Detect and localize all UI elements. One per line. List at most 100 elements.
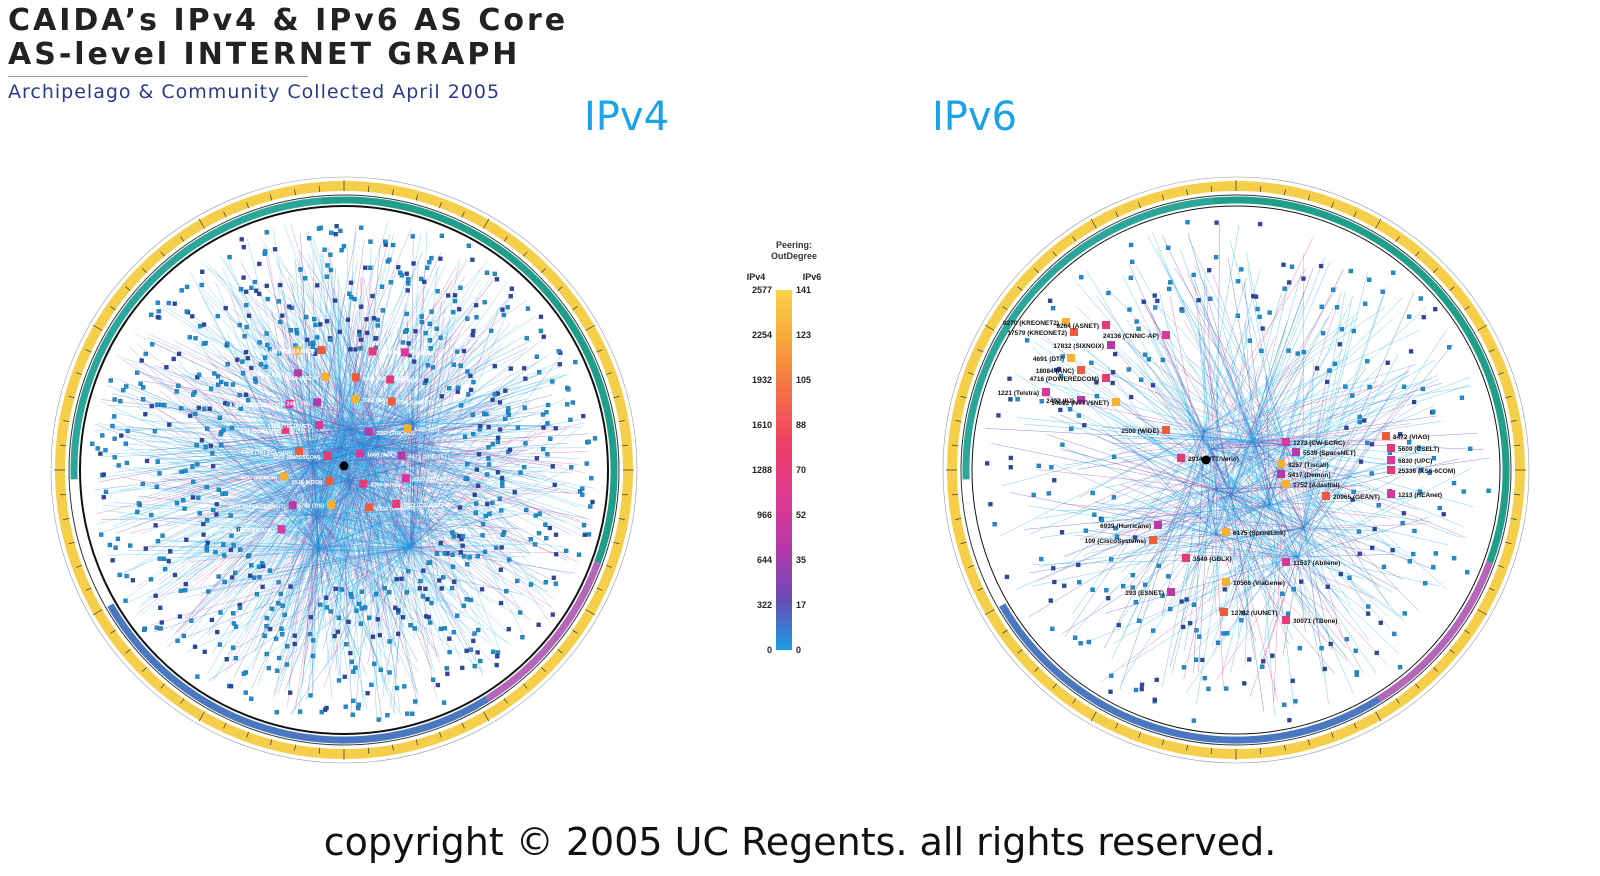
legend-ipv6-tick: 123 (796, 330, 811, 340)
core-as-node: 5400 (BT) (403, 424, 439, 434)
core-as-node: 3549 (GBLX) (286, 372, 330, 382)
legend-ipv6-tick: 141 (796, 285, 811, 295)
svg-text:7018 (ATT): 7018 (ATT) (412, 351, 440, 357)
legend-ipv4-tick: 2577 (752, 285, 772, 295)
svg-text:8472 (VIAG): 8472 (VIAG) (1393, 434, 1430, 441)
svg-text:3549 (GBLX): 3549 (GBLX) (1193, 556, 1232, 563)
core-as-node: 2152 (CSUNET) (392, 499, 443, 509)
core-as-node: 174 (COGENT) (241, 425, 290, 435)
svg-text:109 (CiscoSystems): 109 (CiscoSystems) (1085, 538, 1146, 545)
outdegree-legend: Peering: OutDegree IPv4 IPv6 2577 141 2254… (747, 240, 822, 655)
svg-text:4134 (CHINANET): 4134 (CHINANET) (376, 506, 422, 512)
core-as-node: 20965 (GEANT) (1322, 492, 1380, 501)
legend-ipv4-header: IPv4 (747, 272, 766, 282)
svg-text:4691 (DTI): 4691 (DTI) (1033, 356, 1064, 363)
svg-text:3257 (TISCALI): 3257 (TISCALI) (376, 431, 415, 437)
svg-text:2516 (KDDI): 2516 (KDDI) (292, 480, 323, 486)
svg-text:9270 (KREONET2): 9270 (KREONET2) (1003, 320, 1059, 327)
legend-ipv6-tick: 88 (796, 420, 806, 430)
core-as-nodes: 9270 (KREONET2) 17579 (KREONET2)9264 (ASN… (998, 318, 1455, 625)
ipv6-graph-label: IPv6 (932, 94, 1018, 140)
peripheral-as-nodes (90, 224, 598, 722)
legend-ipv6-tick: 0 (796, 645, 801, 655)
core-as-nodes: 2914 (VERIO)701 (UUNET) 1239 (SPRINTLINK)… (224, 346, 450, 534)
core-as-node: 10566 (ViaGenie) (1222, 578, 1285, 587)
svg-text:1273 (CW-ECRC): 1273 (CW-ECRC) (1293, 440, 1345, 447)
svg-text:701 (UUNET): 701 (UUNET) (281, 349, 314, 355)
core-as-node: 4691 (DTI) (1033, 354, 1075, 363)
subtitle: Archipelago & Community Collected April … (8, 81, 501, 103)
core-as-node: 4637 (REACH) (240, 472, 289, 481)
svg-text:3257 (Tiscali): 3257 (Tiscali) (1288, 462, 1329, 469)
legend-ipv6-tick: 70 (796, 465, 806, 475)
core-as-node: 8472 (VIAG) (1382, 432, 1430, 441)
svg-text:2914 (NTT/Verio): 2914 (NTT/Verio) (1188, 456, 1239, 463)
legend-ipv4-tick: 322 (757, 600, 772, 610)
core-as-node: 2516 (KDDI) (292, 476, 334, 486)
core-as-node: 4766 (KIXS) (359, 479, 401, 489)
svg-text:4637 (REACH): 4637 (REACH) (240, 475, 277, 481)
svg-text:11537 (Abilene): 11537 (Abilene) (1293, 560, 1340, 567)
svg-text:4766 (KIXS): 4766 (KIXS) (370, 483, 400, 489)
core-as-node: 4134 (CHINANET) (364, 503, 422, 512)
legend-ipv6-tick: 17 (796, 600, 806, 610)
svg-text:18084 (ANC): 18084 (ANC) (1036, 368, 1074, 375)
core-as-node: 2828 (XO) (386, 375, 423, 385)
core-as-node: 5511 (OPENTRANSIT) (229, 501, 297, 510)
svg-text:6453 (TELEGLOBE): 6453 (TELEGLOBE) (241, 450, 292, 456)
svg-text:1752 (Adastral): 1752 (Adastral) (1293, 482, 1340, 489)
core-as-node: 9264 (ASNET) (1056, 321, 1110, 330)
svg-text:1221 (Telstra): 1221 (Telstra) (998, 390, 1039, 397)
title-block: CAIDA’s IPv4 & IPv6 AS Core AS-level INT… (8, 4, 568, 103)
svg-text:293 (ESNET): 293 (ESNET) (1125, 590, 1164, 597)
legend-title-1: Peering: (776, 240, 812, 250)
core-as-node: 6830 (UPC) (1387, 456, 1432, 465)
svg-text:14692 (NTTV6NET): 14692 (NTTV6NET) (1051, 400, 1109, 407)
core-as-node: 4323 (TWTELECOM) (230, 399, 294, 409)
legend-ipv4-tick: 0 (767, 645, 772, 655)
svg-text:3303 (SWISSCOM): 3303 (SWISSCOM) (272, 455, 320, 461)
core-as-node: 7473 (SINGTEL) (397, 451, 450, 461)
core-as-node: 1668 (AOL) (355, 449, 396, 458)
core-as-node: 12702 (UUNET) (1220, 608, 1278, 617)
legend-ipv6-header: IPv6 (803, 272, 822, 282)
core-as-node: 701 (UUNET) (281, 346, 326, 355)
peering-edges (985, 223, 1490, 717)
core-as-node: 18084 (ANC) (1036, 366, 1085, 375)
core-as-node: 3561 (SAVVIS) (350, 395, 399, 404)
peering-edges (93, 220, 595, 720)
legend-ipv4-tick: 1610 (752, 420, 772, 430)
core-as-node: 1752 (Adastral) (1282, 480, 1340, 489)
core-as-node: 17579 (KREONET2) (1007, 328, 1078, 337)
legend-ipv6-tick: 35 (796, 555, 806, 565)
svg-text:30071 (TBone): 30071 (TBone) (1293, 618, 1337, 625)
core-as-node: 5539 (SpaceNET) (1292, 448, 1356, 457)
svg-text:9264 (ASNET): 9264 (ASNET) (1056, 323, 1099, 330)
svg-text:17832 (SIXNGIX): 17832 (SIXNGIX) (1053, 343, 1104, 350)
copyright-notice: copyright © 2005 UC Regents. all rights … (323, 820, 1277, 864)
svg-text:20965 (GEANT): 20965 (GEANT) (1333, 494, 1380, 501)
core-as-node: 109 (CiscoSystems) (1085, 536, 1157, 545)
core-as-node: 11537 (Abilene) (1282, 558, 1340, 567)
svg-text:3320 (DTAG): 3320 (DTAG) (413, 477, 446, 483)
core-as-node: 9270 (KREONET2) (1003, 318, 1070, 327)
svg-text:1668 (AOL): 1668 (AOL) (367, 452, 396, 458)
svg-text:2497 (IIJ): 2497 (IIJ) (1046, 398, 1074, 405)
svg-text:25336 (XS6-6COM): 25336 (XS6-6COM) (1398, 468, 1455, 475)
title-line-1: CAIDA’s IPv4 & IPv6 AS Core (8, 3, 569, 38)
svg-text:2914 (VERIO): 2914 (VERIO) (256, 350, 291, 356)
svg-text:6939 (Hurricane): 6939 (Hurricane) (1100, 523, 1151, 530)
svg-text:3561 (SAVVIS): 3561 (SAVVIS) (362, 398, 399, 404)
core-as-node: 1299 (TELIANET) (268, 420, 323, 430)
svg-text:6830 (UPC): 6830 (UPC) (1398, 458, 1432, 465)
legend-title-2: OutDegree (771, 251, 817, 261)
core-as-node: 6453 (TELEGLOBE) (241, 447, 303, 456)
core-as-node: 17832 (SIXNGIX) (1053, 341, 1115, 350)
svg-text:6175 (SprintLink): 6175 (SprintLink) (1233, 530, 1286, 537)
core-as-node: 24136 (CNNIC-AP) (1103, 331, 1170, 340)
core-as-node: 3320 (DTAG) (401, 474, 446, 483)
svg-text:12702 (UUNET): 12702 (UUNET) (1231, 610, 1278, 617)
svg-text:209 (QWEST): 209 (QWEST) (399, 400, 434, 406)
title-divider (8, 76, 308, 77)
core-as-node: 6762 (TIS) (298, 500, 336, 510)
